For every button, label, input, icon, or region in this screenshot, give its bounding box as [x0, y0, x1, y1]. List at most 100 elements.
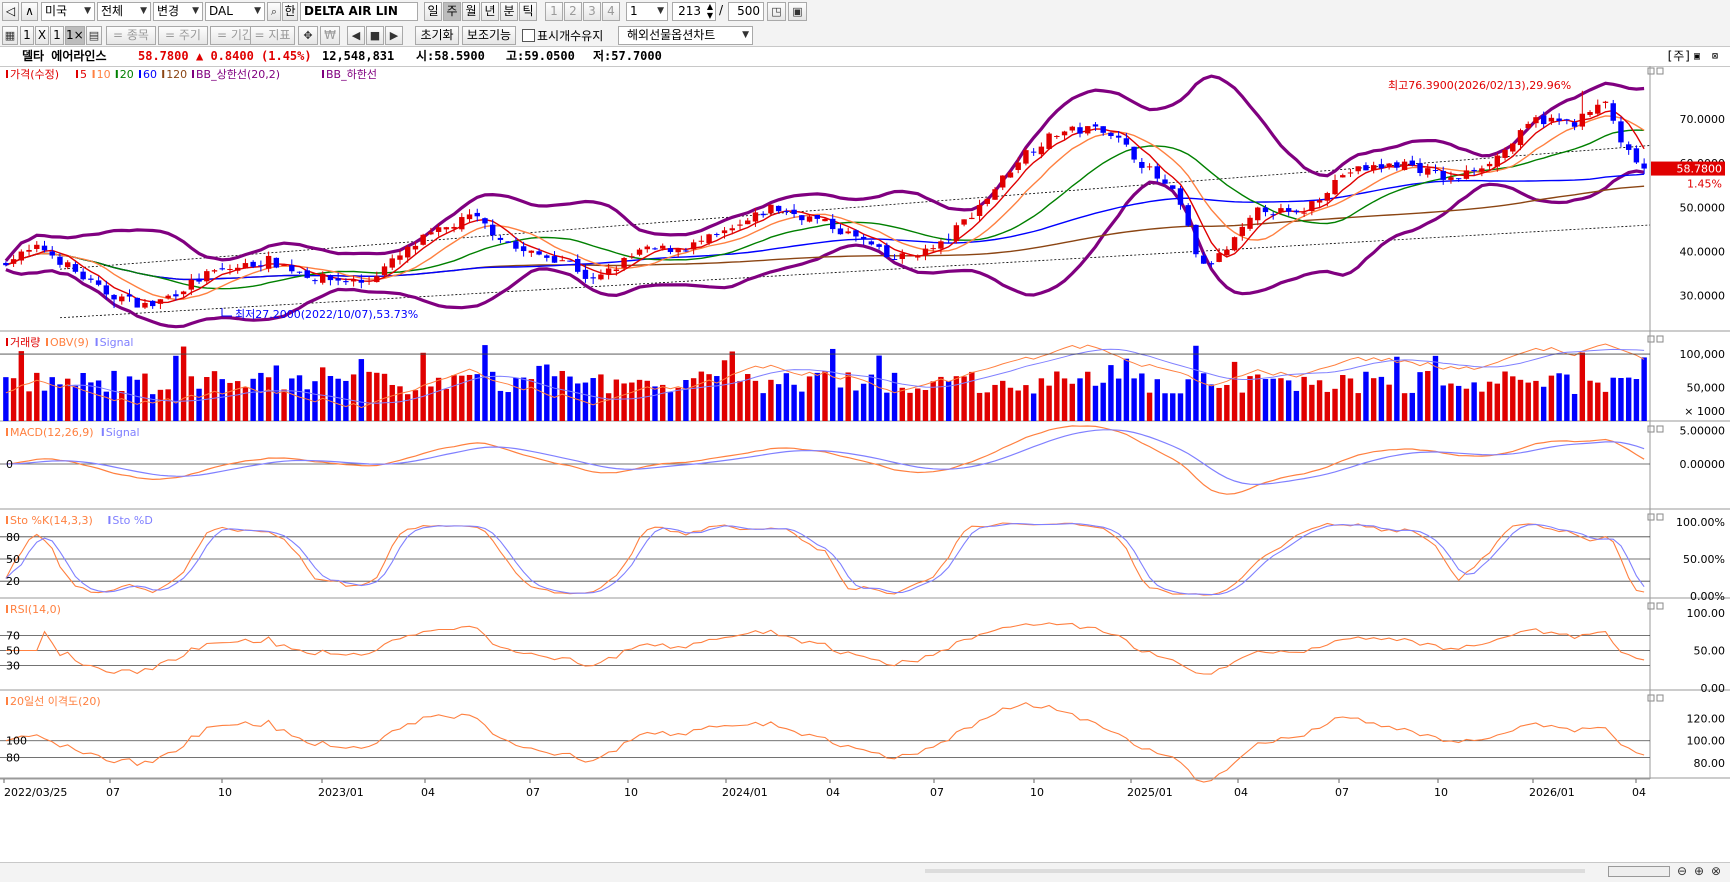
volume-bar [706, 374, 712, 421]
table-view-button[interactable]: ▤ [86, 26, 102, 45]
candle-body [1185, 205, 1191, 226]
period-tab-0[interactable]: 일 [424, 2, 442, 21]
candle-body [1641, 163, 1647, 169]
stock-compare-button[interactable]: = 종목 [106, 26, 156, 45]
candle-body [876, 244, 882, 247]
scope-select[interactable]: 전체 ▼ [97, 2, 151, 21]
preset-button-4[interactable]: 4 [602, 2, 620, 21]
save-button[interactable]: ▣ [788, 2, 807, 21]
volume-bar [876, 355, 882, 421]
volume-bar [80, 372, 86, 421]
candle-body [1517, 130, 1524, 146]
close-window-icon[interactable]: ⊠ [1712, 51, 1719, 62]
restore-window-icon[interactable]: ▣ [1694, 51, 1701, 62]
candle-body [1378, 164, 1385, 169]
chevron-down-icon: ▼ [254, 6, 261, 16]
volume-bar [1479, 391, 1485, 421]
change-select[interactable]: 변경 ▼ [153, 2, 203, 21]
zoom-slider[interactable] [1608, 866, 1670, 877]
candle-body [1401, 161, 1408, 170]
period-tab-3[interactable]: 년 [481, 2, 499, 21]
candle-body [1123, 138, 1130, 145]
candle-body [845, 231, 851, 234]
period-tab-4[interactable]: 분 [500, 2, 518, 21]
grid-layout-button[interactable]: ▦ [2, 26, 18, 45]
scroll-right-button[interactable]: ▶ [385, 26, 403, 45]
volume-bar [868, 374, 875, 421]
stock-name-field[interactable]: DELTA AIR LIN [300, 2, 418, 21]
zoom-in-icon[interactable]: ⊕ [1694, 864, 1705, 878]
horizontal-scrollbar[interactable] [925, 869, 1585, 873]
preset-button-3[interactable]: 3 [583, 2, 601, 21]
layout-1x1-button[interactable]: 1×1 [65, 26, 85, 45]
volume-bar [953, 376, 960, 421]
disparity-left-label: 100 [6, 735, 27, 748]
volume-bar [1556, 373, 1562, 421]
last-pct-label: 1.45% [1687, 178, 1722, 191]
period-tab-5[interactable]: 틱 [519, 2, 537, 21]
period-tab-1[interactable]: 주 [443, 2, 461, 21]
prev-button[interactable]: ◁ [2, 2, 19, 21]
up-button[interactable]: ∧ [21, 2, 38, 21]
stop-button[interactable]: ■ [366, 26, 384, 45]
candle-body [173, 294, 179, 297]
ticker-input[interactable]: DAL ▼ [205, 2, 265, 21]
candle-body [1231, 237, 1238, 251]
legend-label-7: BB_하한선 [326, 67, 377, 81]
indicator-button[interactable]: = 지표 [250, 26, 295, 45]
volume-bar [660, 384, 666, 421]
legend-swatch [6, 697, 8, 705]
move-button[interactable]: ✥ [298, 26, 318, 45]
volume-bar [1625, 377, 1632, 421]
zoom-out-icon[interactable]: ⊖ [1677, 864, 1688, 878]
volume-bar [1255, 374, 1261, 421]
volume-bar [1517, 379, 1524, 421]
legend-label-6: BB_상한선(20,2) [196, 68, 280, 81]
preset-button-2[interactable]: 2 [564, 2, 582, 21]
candle-body [1278, 208, 1284, 213]
candle-body [1579, 113, 1586, 127]
volume-bar [930, 381, 936, 421]
zoom-fit-icon[interactable]: ⊗ [1711, 864, 1722, 878]
count-stepper[interactable]: 213 ▲ ▼ [672, 2, 716, 21]
volume-bar [335, 378, 341, 421]
candle-body [1571, 122, 1578, 127]
volume-bar [1316, 380, 1323, 421]
layout-1-button[interactable]: 1 [20, 26, 34, 45]
grid-icon: ▦ [4, 29, 16, 42]
currency-button[interactable]: ₩ [320, 26, 340, 45]
candle-body [134, 297, 140, 308]
period-button[interactable]: = 기간 [210, 26, 260, 45]
overseas-futures-chart-select[interactable]: 해외선물옵션차트 ▼ [618, 26, 753, 45]
interval-select[interactable]: 1 ▼ [626, 2, 668, 21]
candle-body [567, 260, 573, 262]
max-count-field[interactable]: 500 [728, 2, 764, 21]
layout-x-button[interactable]: X [35, 26, 49, 45]
keep-count-checkbox[interactable] [522, 29, 535, 42]
search-button[interactable]: ⌕ [267, 2, 281, 21]
candle-body [629, 256, 635, 258]
cycle-button[interactable]: = 주기 [158, 26, 208, 45]
layout-1b-button[interactable]: 1 [50, 26, 64, 45]
preset-button-1[interactable]: 1 [545, 2, 563, 21]
candle-body [1425, 168, 1431, 175]
reset-button[interactable]: 초기화 [415, 26, 459, 45]
volume-bar [111, 370, 117, 421]
new-window-button[interactable]: ◳ [767, 2, 786, 21]
scroll-left-button[interactable]: ◀ [347, 26, 365, 45]
volume-bar [505, 392, 511, 421]
candle-body [304, 270, 310, 278]
legend-label-0: RSI(14,0) [10, 603, 61, 616]
legend-label-0: 거래량 [10, 336, 40, 349]
volume-bar [1247, 376, 1253, 421]
candle-body [327, 275, 334, 281]
panel-close-icon [1656, 694, 1664, 702]
stock-chart[interactable]: 70.000060.000050.000040.000030.0000최고76.… [0, 66, 1730, 862]
candle-body [652, 248, 658, 250]
period-tab-2[interactable]: 월 [462, 2, 480, 21]
aux-function-button[interactable]: 보조기능 [462, 26, 516, 45]
korean-name-button[interactable]: 한 [282, 2, 298, 21]
volume-bar [1170, 393, 1176, 421]
candle-body [791, 209, 797, 215]
market-select[interactable]: 미국 ▼ [41, 2, 95, 21]
